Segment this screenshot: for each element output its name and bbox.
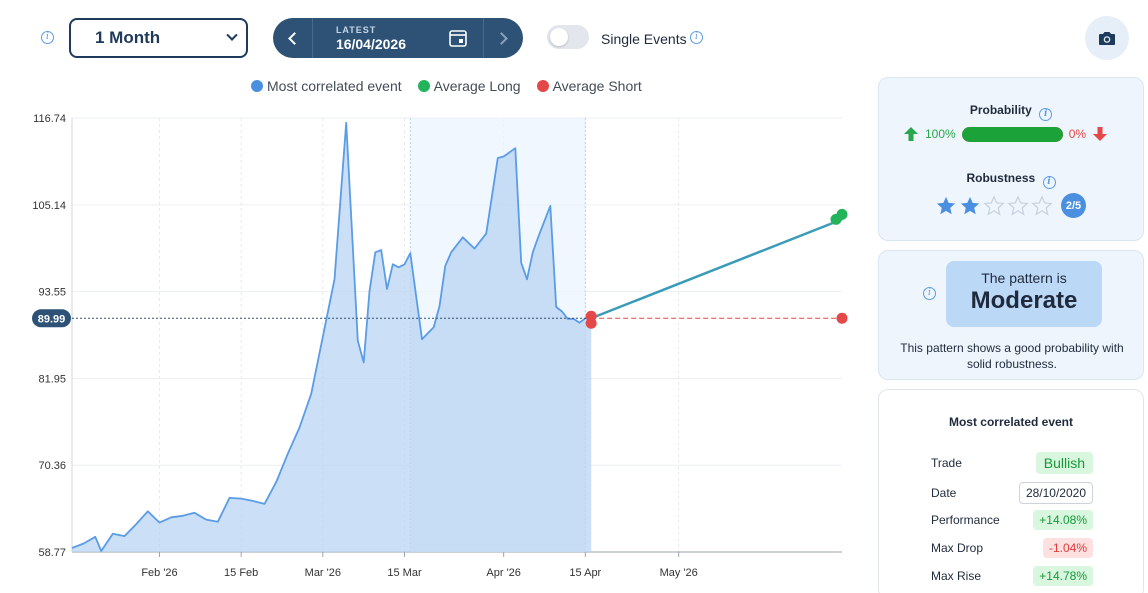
legend-item[interactable]: Average Short xyxy=(536,78,642,94)
arrow-up-icon xyxy=(904,127,918,141)
pattern-info-icon[interactable]: i xyxy=(923,287,936,300)
period-select-value: 1 Month xyxy=(95,28,161,47)
divider xyxy=(311,18,313,58)
y-tick-label: 93.55 xyxy=(38,287,66,299)
event-row-value: 28/10/2020 xyxy=(1018,482,1093,504)
period-info-icon[interactable]: i xyxy=(41,31,54,44)
star-empty-icon xyxy=(1007,194,1029,216)
pattern-panel: i The pattern is Moderate This pattern s… xyxy=(878,250,1144,380)
event-row-value: Bullish xyxy=(1035,452,1093,474)
current-value-label: 89.99 xyxy=(38,313,66,325)
probability-row: 100% 0% xyxy=(903,126,1108,142)
camera-icon xyxy=(1099,32,1115,45)
legend-dot-icon xyxy=(417,80,430,92)
legend-label: Most correlated event xyxy=(267,78,402,94)
divider xyxy=(483,18,485,58)
robustness-stars: 2/5 xyxy=(935,193,1086,218)
event-row-label: Max Rise xyxy=(931,569,982,583)
legend-label: Average Long xyxy=(433,78,521,94)
star-empty-icon xyxy=(1031,194,1053,216)
series-point-average-long-end[interactable] xyxy=(836,208,848,220)
probability-bar xyxy=(961,126,1063,142)
x-tick-label: 15 Mar xyxy=(387,567,422,579)
single-events-toggle[interactable] xyxy=(547,25,589,49)
chevron-right-icon xyxy=(495,31,508,45)
chevron-down-icon xyxy=(226,29,238,41)
x-tick-label: Mar '26 xyxy=(305,567,341,579)
pattern-verdict: The pattern is Moderate xyxy=(946,261,1102,327)
previous-date-button[interactable] xyxy=(273,18,312,58)
series-area-most-correlated xyxy=(72,122,592,553)
single-events-info-icon[interactable]: i xyxy=(690,31,703,44)
next-date-button[interactable] xyxy=(484,18,523,58)
calendar-button[interactable] xyxy=(432,18,483,58)
event-title: Most correlated event xyxy=(948,415,1074,429)
robustness-title: Robustness xyxy=(966,171,1036,185)
event-row: Max Drop -1.04% xyxy=(931,538,1093,558)
event-row-label: Performance xyxy=(931,513,1000,527)
chart-legend: Most correlated event Average Long Average… xyxy=(251,78,642,94)
probability-info-icon[interactable]: i xyxy=(1039,108,1053,121)
event-row: Date 28/10/2020 xyxy=(931,482,1093,504)
latest-date: 16/04/2026 xyxy=(335,35,407,52)
pattern-level: Moderate xyxy=(970,287,1078,314)
single-events-label: Single Events xyxy=(601,31,687,47)
probability-bar-fill xyxy=(961,126,1063,142)
probability-heading: Probability i xyxy=(879,103,1143,121)
latest-label: LATEST xyxy=(335,24,377,35)
series-line-most-correlated xyxy=(71,121,592,552)
legend-label: Average Short xyxy=(552,78,642,94)
latest-date-display: LATEST 16/04/2026 xyxy=(313,25,432,52)
star-filled-icon xyxy=(936,196,956,214)
event-row: Performance +14.08% xyxy=(931,510,1093,530)
x-tick-label: Feb '26 xyxy=(141,567,177,579)
event-row-label: Trade xyxy=(931,456,962,470)
y-tick-label: 105.14 xyxy=(32,200,66,212)
series-point-average-short-end[interactable] xyxy=(836,312,848,324)
series-point-average-short-start xyxy=(585,317,597,329)
event-row-label: Max Drop xyxy=(931,541,984,555)
period-select[interactable]: 1 Month xyxy=(69,18,248,58)
series-line-average-long xyxy=(590,218,843,320)
y-tick-label: 58.77 xyxy=(38,547,66,559)
current-value-badge xyxy=(32,309,71,328)
x-tick-label: Apr '26 xyxy=(486,567,521,579)
pattern-prefix: The pattern is xyxy=(981,270,1067,286)
arrow-down-icon xyxy=(1093,127,1108,141)
x-tick-label: May '26 xyxy=(660,567,698,579)
y-tick-label: 81.95 xyxy=(38,373,66,385)
robustness-badge: 2/5 xyxy=(1061,193,1086,218)
event-row-value: +14.78% xyxy=(1033,566,1093,586)
y-tick-label: 116.74 xyxy=(33,113,66,125)
star-filled-icon xyxy=(960,196,980,214)
long-probability: 100% xyxy=(925,127,956,141)
event-row: Max Rise +14.78% xyxy=(931,566,1093,586)
legend-dot-icon xyxy=(251,80,263,92)
robustness-heading: Robustness i xyxy=(879,171,1143,189)
star-empty-icon xyxy=(983,194,1005,216)
event-row-label: Date xyxy=(931,486,957,500)
price-chart[interactable]: 116.74 105.14 93.55 81.95 70.36 58.77 Feb '26 1… xyxy=(0,100,860,593)
correlated-event-panel: Most correlated event Trade Bullish Date 28… xyxy=(878,389,1144,593)
screenshot-button[interactable] xyxy=(1085,16,1129,60)
short-probability: 0% xyxy=(1068,127,1087,141)
robustness-info-icon[interactable]: i xyxy=(1042,176,1056,189)
chevron-left-icon xyxy=(288,31,301,45)
x-tick-label: 15 Feb xyxy=(224,567,258,579)
probability-panel: Probability i 100% 0% Robustness i 2/5 xyxy=(878,77,1144,241)
legend-item[interactable]: Average Long xyxy=(417,78,521,94)
toggle-knob xyxy=(550,28,568,46)
y-tick-label: 70.36 xyxy=(38,460,66,472)
date-navigator: LATEST 16/04/2026 xyxy=(273,18,523,58)
legend-dot-icon xyxy=(536,80,549,92)
pattern-description: This pattern shows a good probability wi… xyxy=(900,341,1124,371)
probability-title: Probability xyxy=(969,103,1032,117)
event-row-value: -1.04% xyxy=(1042,538,1093,558)
legend-item[interactable]: Most correlated event xyxy=(251,78,402,94)
event-row-value: +14.08% xyxy=(1033,510,1093,530)
event-row: Trade Bullish xyxy=(931,452,1093,474)
x-tick-label: 15 Apr xyxy=(569,567,601,579)
calendar-icon xyxy=(448,30,467,47)
